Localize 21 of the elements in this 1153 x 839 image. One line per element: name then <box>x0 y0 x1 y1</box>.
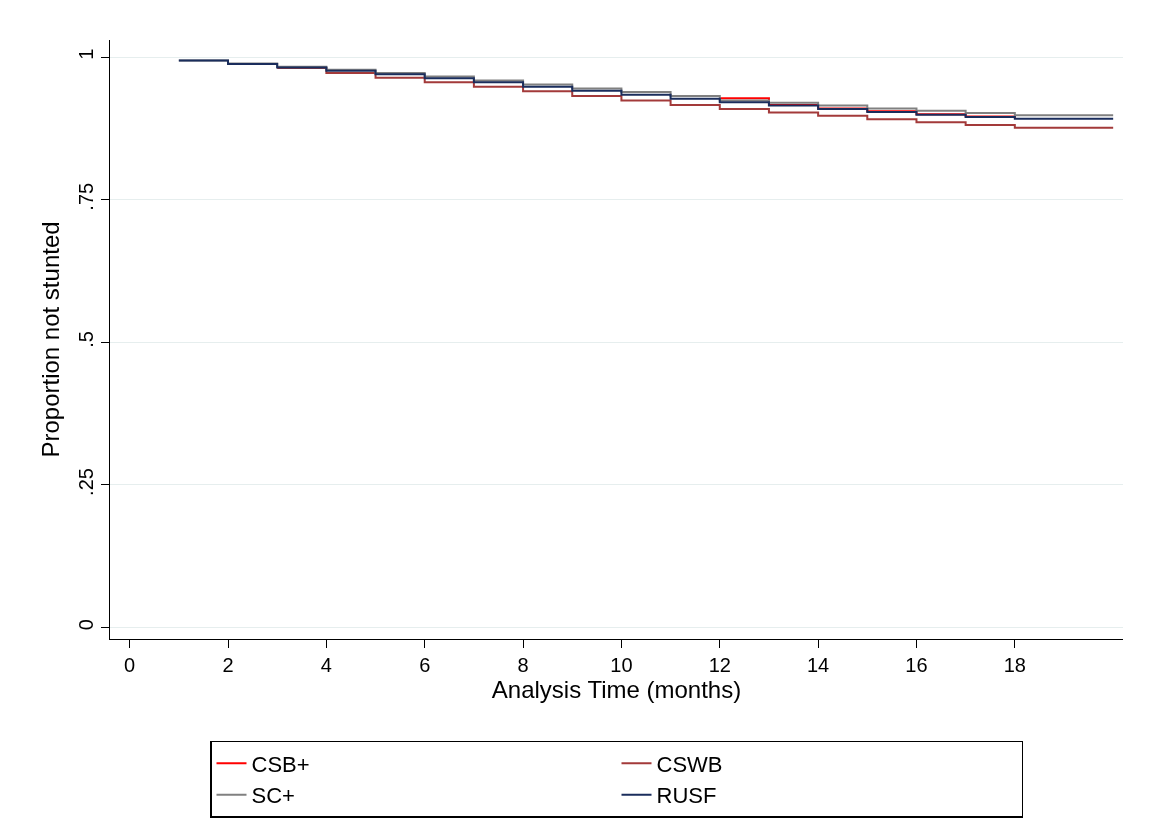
x-axis-title: Analysis Time (months) <box>491 676 742 703</box>
x-tick-label: 16 <box>905 654 928 676</box>
x-tick-label: 12 <box>708 654 731 676</box>
x-tick-label: 8 <box>517 654 529 676</box>
y-tick-label: 1 <box>75 48 97 60</box>
legend-label: SC+ <box>251 783 295 809</box>
y-tick-label: .25 <box>75 468 97 496</box>
legend-label: RUSF <box>656 783 717 809</box>
y-tick-label: .5 <box>75 331 97 348</box>
x-tick-label: 2 <box>222 654 234 676</box>
x-tick-label: 14 <box>806 654 830 676</box>
x-tick-label: 10 <box>610 654 633 676</box>
x-tick-label: 18 <box>1003 654 1026 676</box>
x-tick-label: 0 <box>124 654 136 676</box>
y-tick-label: .75 <box>75 182 97 211</box>
y-tick-label: 0 <box>75 619 97 631</box>
legend-label: CSB+ <box>251 751 310 777</box>
x-tick-label: 6 <box>419 654 431 676</box>
legend-label: CSWB <box>656 751 723 777</box>
y-axis-title: Proportion not stunted <box>37 221 65 458</box>
x-tick-label: 4 <box>320 654 332 676</box>
